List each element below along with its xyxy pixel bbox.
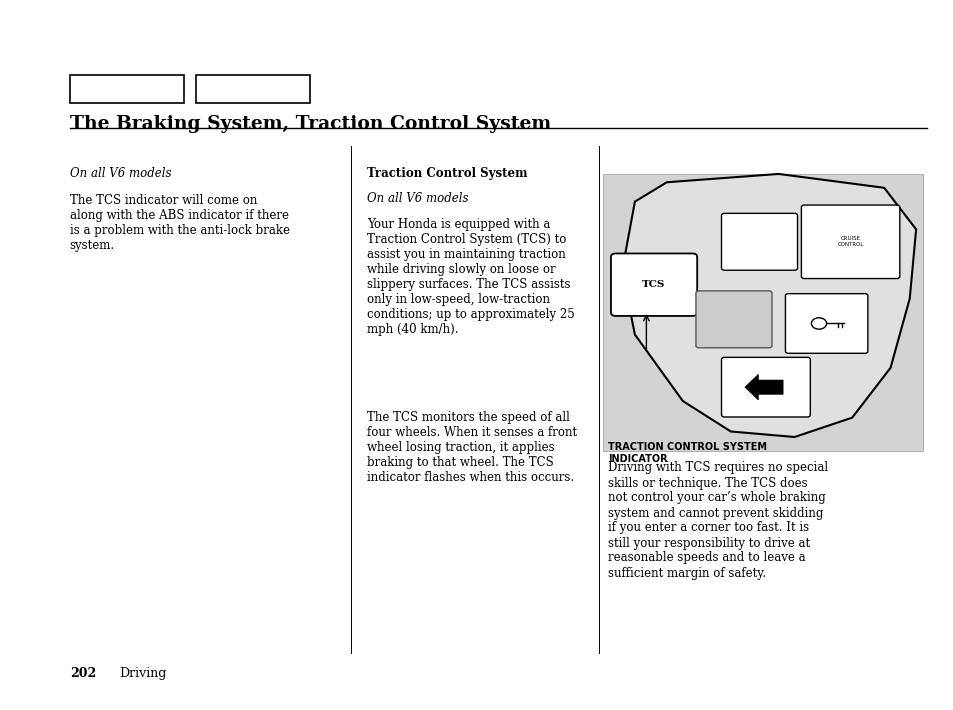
FancyBboxPatch shape (784, 294, 867, 354)
Text: Your Honda is equipped with a
Traction Control System (TCS) to
assist you in mai: Your Honda is equipped with a Traction C… (367, 218, 575, 336)
Text: The TCS monitors the speed of all
four wheels. When it senses a front
wheel losi: The TCS monitors the speed of all four w… (367, 411, 577, 484)
Text: TRACTION CONTROL SYSTEM
INDICATOR: TRACTION CONTROL SYSTEM INDICATOR (607, 442, 766, 464)
Text: Driving: Driving (119, 667, 167, 680)
FancyBboxPatch shape (602, 174, 922, 451)
Text: Driving with TCS requires no special
skills or technique. The TCS does
not contr: Driving with TCS requires no special ski… (607, 462, 827, 579)
Text: On all V6 models: On all V6 models (367, 192, 468, 205)
Polygon shape (621, 174, 915, 437)
FancyBboxPatch shape (70, 75, 184, 103)
FancyBboxPatch shape (195, 75, 310, 103)
Text: The Braking System, Traction Control System: The Braking System, Traction Control Sys… (70, 115, 550, 133)
Text: 202: 202 (70, 667, 96, 680)
Text: CRUISE
CONTROL: CRUISE CONTROL (837, 236, 862, 247)
Polygon shape (744, 374, 782, 400)
Text: Traction Control System: Traction Control System (367, 167, 527, 180)
Text: TCS: TCS (641, 280, 665, 289)
FancyBboxPatch shape (720, 213, 797, 271)
Text: On all V6 models: On all V6 models (70, 167, 171, 180)
FancyBboxPatch shape (696, 291, 771, 348)
FancyBboxPatch shape (610, 253, 697, 316)
FancyBboxPatch shape (720, 357, 809, 417)
Text: The TCS indicator will come on
along with the ABS indicator if there
is a proble: The TCS indicator will come on along wit… (70, 194, 290, 252)
FancyBboxPatch shape (801, 205, 899, 278)
